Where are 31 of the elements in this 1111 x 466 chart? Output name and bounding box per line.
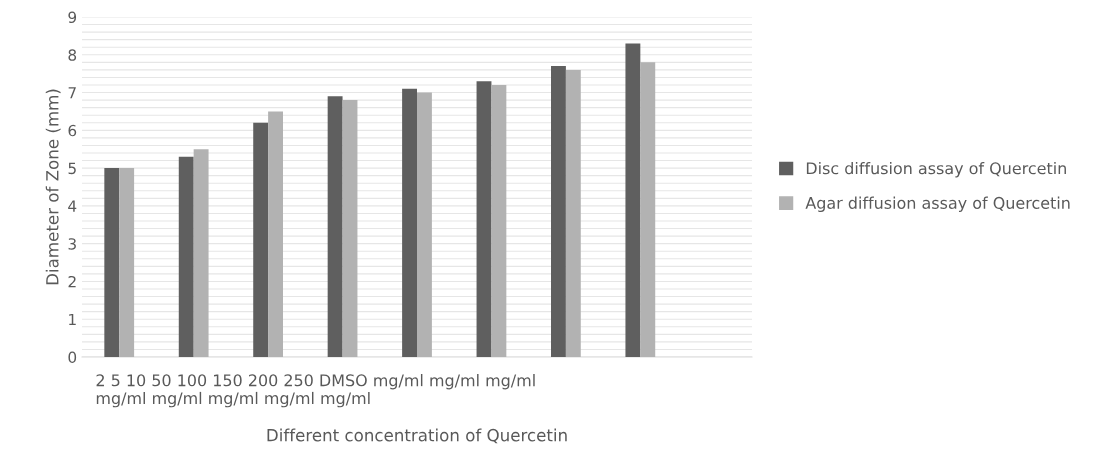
x-axis-title: Different concentration of Quercetin — [267, 428, 567, 444]
bar — [625, 43, 641, 357]
bar — [417, 92, 432, 357]
bar — [193, 149, 209, 357]
bar — [640, 62, 656, 357]
bar — [268, 111, 283, 357]
legend-label: Disc diffusion assay of Quercetin — [806, 161, 1066, 178]
y-axis-title: Diameter of Zone (mm) — [45, 89, 61, 285]
legend-label: Agar diffusion assay of Quercetin — [805, 196, 1070, 213]
bar — [476, 81, 492, 357]
bar — [402, 88, 417, 357]
y-tick-label: 6 — [68, 124, 77, 137]
y-tick-label: 8 — [68, 49, 77, 61]
bar — [565, 69, 581, 357]
bar — [327, 96, 343, 357]
bar — [104, 168, 120, 357]
y-tick-label: 4 — [68, 200, 77, 212]
bar — [119, 168, 135, 357]
bar — [551, 66, 566, 357]
y-tick-label: 1 — [69, 313, 76, 326]
y-tick-label: 3 — [68, 238, 76, 250]
y-tick-label: 9 — [68, 11, 77, 24]
y-tick-label: 2 — [68, 275, 76, 288]
y-tick-label: 7 — [68, 87, 76, 99]
bar — [491, 85, 507, 357]
y-tick-label: 5 — [68, 162, 76, 175]
bar — [342, 100, 358, 357]
bar — [178, 156, 194, 357]
bar — [253, 122, 269, 357]
text: 2 5 10 50 100 150 200 250 DMSO mg/ml mg/ml mg/ml mg/ml mg/ml mg/ml mg/ml mg/ml — [96, 374, 535, 408]
y-tick-label: 0 — [68, 351, 77, 364]
